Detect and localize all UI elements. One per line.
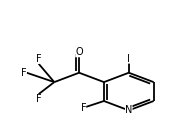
Text: F: F: [36, 94, 41, 104]
Text: I: I: [127, 54, 130, 63]
Text: F: F: [36, 54, 41, 64]
Text: F: F: [81, 103, 86, 113]
Text: F: F: [21, 68, 27, 78]
Text: O: O: [75, 47, 83, 57]
Text: N: N: [125, 105, 132, 115]
